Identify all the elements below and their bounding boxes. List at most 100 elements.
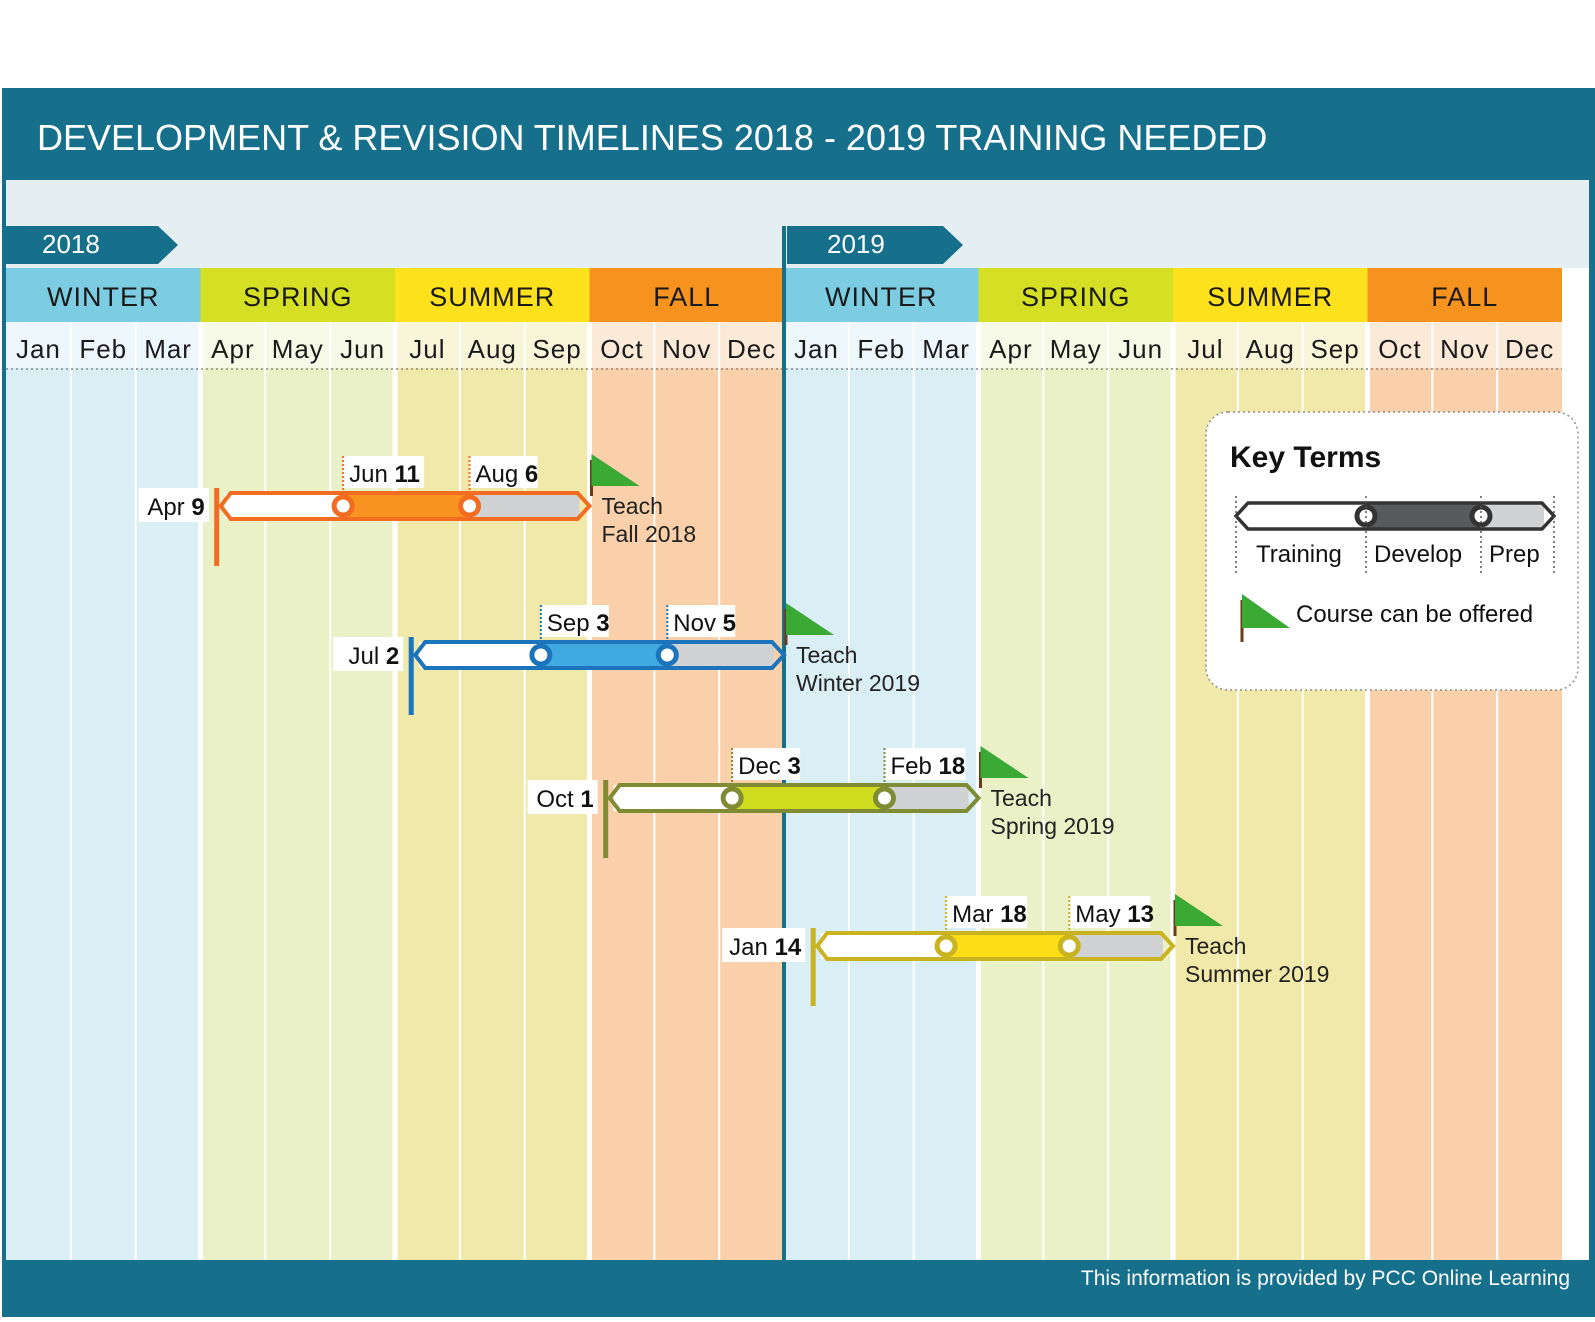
month-label: Oct (600, 334, 643, 364)
timeline-bar-outline (218, 491, 593, 521)
develop-label-bg (343, 456, 425, 488)
prep-milestone (655, 643, 679, 667)
month-column (1108, 322, 1173, 1260)
prep-label-bg (667, 605, 736, 637)
month-column (70, 322, 136, 1260)
month-label: Jun (340, 334, 385, 364)
year-label: 2018 (42, 229, 100, 259)
teach-label: Winter 2019 (796, 670, 920, 696)
month-label: Jun (1118, 334, 1163, 364)
frame-right (1589, 180, 1595, 1280)
frame-left (2, 180, 6, 1280)
month-label: Aug (468, 334, 517, 364)
year-label: 2019 (827, 229, 885, 259)
develop-date-label: Jun 11 (349, 461, 420, 488)
month-label: Feb (79, 334, 127, 364)
start-label-bg (527, 780, 598, 814)
key-flag-icon (1242, 594, 1290, 628)
season-label: SPRING (243, 282, 353, 312)
season-block (589, 268, 784, 322)
start-month: Jul (348, 643, 385, 670)
season-label: WINTER (825, 282, 937, 312)
month-label: Sep (1310, 334, 1359, 364)
teach-label: Teach (991, 785, 1052, 811)
season-label: WINTER (47, 282, 159, 312)
develop-milestone (529, 643, 553, 667)
month-label: Aug (1246, 334, 1295, 364)
prep-day: 5 (723, 610, 736, 637)
prep-day: 18 (939, 753, 966, 780)
start-day: 14 (774, 934, 801, 961)
timeline-bar-outline (607, 783, 982, 813)
training-segment (419, 642, 541, 668)
season-label: FALL (1431, 282, 1498, 312)
start-month: Apr (147, 494, 191, 521)
key-offered-label: Course can be offered (1296, 601, 1533, 628)
course-offered-flag (1175, 894, 1223, 926)
month-label: May (272, 334, 324, 364)
title-bar (2, 88, 1595, 180)
develop-milestone (331, 494, 355, 518)
season-block (395, 268, 590, 322)
month-label: May (1050, 334, 1102, 364)
year-ribbon (787, 226, 963, 264)
month-label: Sep (532, 334, 581, 364)
key-prep-label: Prep (1489, 541, 1540, 568)
start-day: 2 (386, 643, 399, 670)
teach-label: Teach (796, 642, 857, 668)
timeline-bar-outline (814, 931, 1176, 961)
prep-label-bg (884, 748, 966, 780)
course-offered-flag (591, 454, 640, 486)
month-label: Jan (16, 334, 61, 364)
season-label: SUMMER (429, 282, 555, 312)
month-label: Mar (922, 334, 970, 364)
prep-segment (469, 493, 580, 519)
start-day: 1 (580, 786, 593, 813)
prep-month: Nov (673, 610, 722, 637)
develop-day: 11 (395, 461, 420, 488)
footer-credit: This information is provided by PCC Onli… (1081, 1267, 1570, 1290)
prep-month: May (1075, 901, 1127, 928)
develop-segment (343, 493, 470, 519)
key-training-segment (1248, 503, 1366, 529)
season-label: SPRING (1021, 282, 1131, 312)
prep-milestone (1057, 934, 1081, 958)
year-ribbon (2, 226, 178, 264)
month-label: Dec (1505, 334, 1554, 364)
prep-day: 6 (525, 461, 538, 488)
month-label: Mar (144, 334, 192, 364)
key-box (1205, 411, 1579, 691)
footer-bar (2, 1260, 1595, 1317)
month-column (135, 322, 201, 1260)
develop-segment (946, 933, 1070, 959)
page-title: DEVELOPMENT & REVISION TIMELINES 2018 - … (37, 117, 1267, 158)
season-label: SUMMER (1207, 282, 1333, 312)
start-label-bg (333, 637, 404, 671)
prep-date-label: Aug 6 (476, 461, 539, 488)
training-segment (821, 933, 947, 959)
timeline-bar-outline (412, 640, 787, 670)
prep-segment (667, 642, 774, 668)
prep-milestone (458, 494, 482, 518)
develop-date-label: Sep 3 (547, 610, 610, 637)
start-date-label: Jan 14 (729, 934, 802, 961)
teach-label: Teach (1185, 933, 1246, 959)
prep-label-bg (1069, 896, 1151, 928)
training-segment (613, 785, 733, 811)
key-develop-segment (1366, 503, 1481, 529)
start-label-bg (138, 488, 209, 522)
key-title: Key Terms (1230, 441, 1381, 474)
develop-label-bg (540, 605, 609, 637)
month-label: Nov (662, 334, 711, 364)
course-offered-flag (980, 746, 1029, 778)
month-label: Jan (794, 334, 839, 364)
month-label: Dec (727, 334, 776, 364)
develop-day: 3 (787, 753, 800, 780)
month-label: Jul (1187, 334, 1223, 364)
month-column (6, 322, 71, 1260)
month-label: Jul (409, 334, 445, 364)
start-month: Oct (536, 786, 580, 813)
